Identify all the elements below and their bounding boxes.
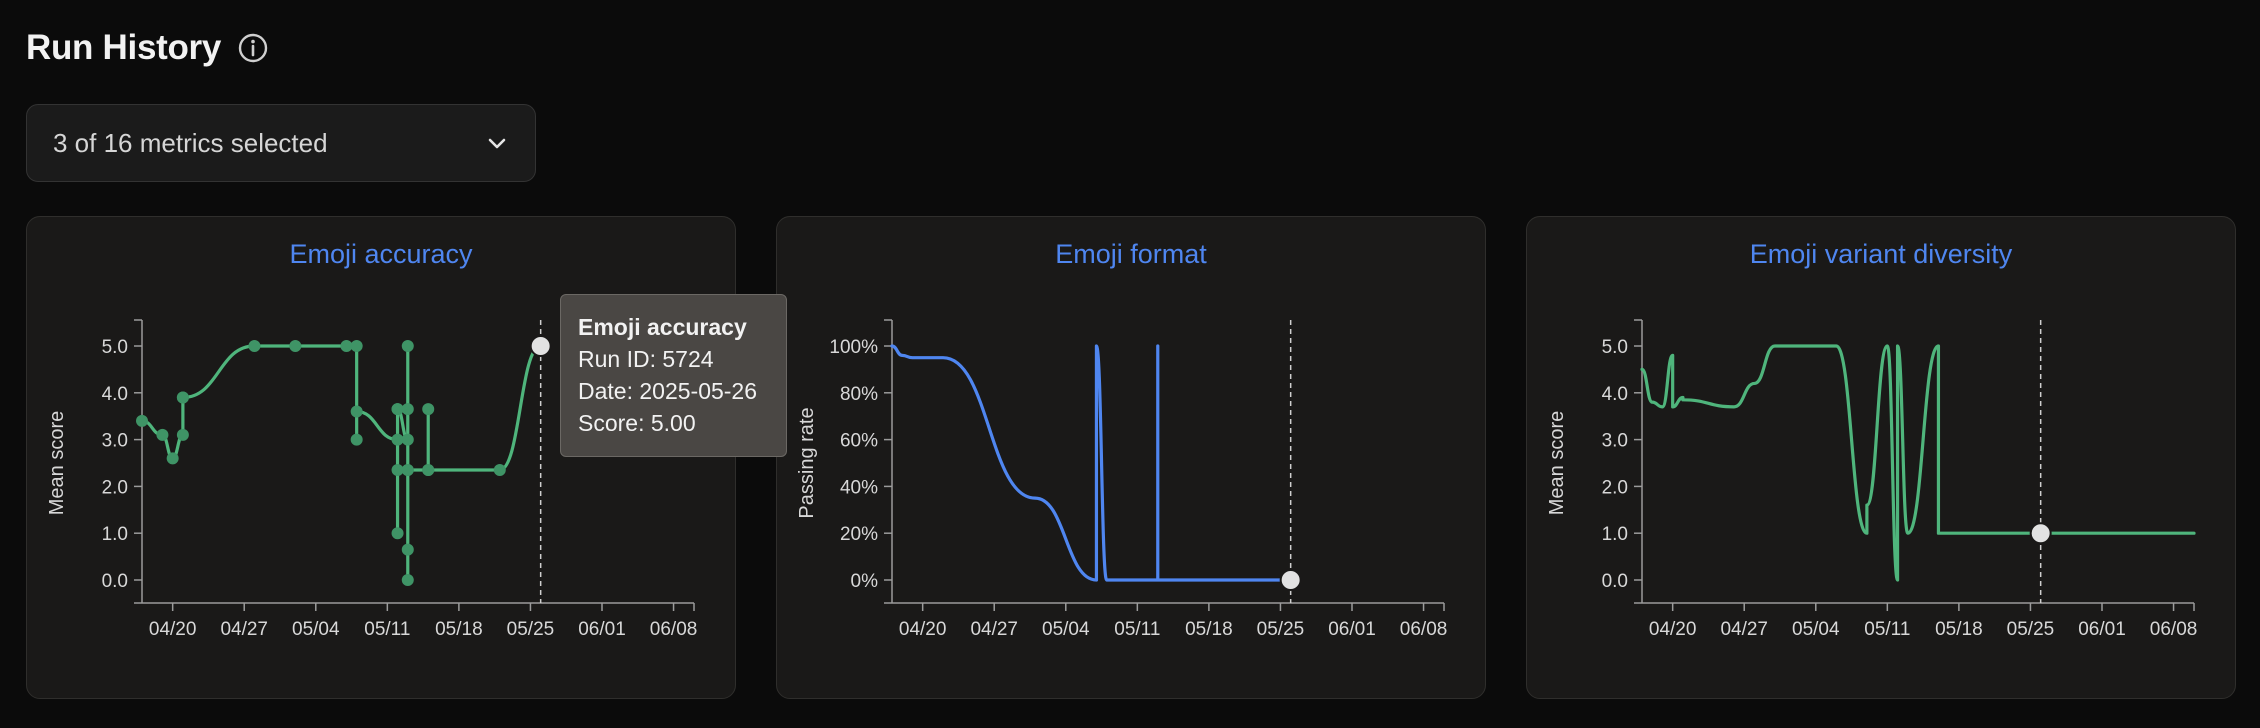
x-tick-label: 04/20: [899, 619, 947, 640]
info-icon[interactable]: [237, 32, 269, 64]
data-point: [350, 340, 363, 352]
data-point: [401, 433, 414, 446]
chart-title: Emoji accuracy: [289, 239, 473, 269]
y-tick-label: 0%: [851, 571, 879, 592]
x-tick-label: 05/18: [1185, 619, 1233, 640]
chart-card-emoji-format: Emoji format 0% 20% 40% 60% 80% 100% Passing r…: [776, 216, 1486, 699]
y-tick-label: 4.0: [1602, 384, 1628, 405]
chart-svg-2[interactable]: 0.0 1.0 2.0 3.0 4.0 5.0 Mean score 04/20 04/27 05…: [1527, 217, 2237, 700]
series-line: [1640, 344, 2196, 582]
series-line: [890, 344, 1293, 582]
x-tick-label: 05/25: [507, 619, 555, 640]
data-point: [248, 340, 261, 352]
data-point: [136, 414, 148, 427]
metric-select-dropdown[interactable]: 3 of 16 metrics selected: [26, 104, 536, 182]
tooltip-title: Emoji accuracy: [578, 314, 747, 340]
x-tick-label: 06/01: [2078, 619, 2126, 640]
x-tick-label: 05/11: [1114, 619, 1160, 640]
x-tick-label: 05/11: [1864, 619, 1910, 640]
x-tick-label: 06/08: [650, 619, 698, 640]
data-point: [401, 464, 414, 477]
y-tick-label: 5.0: [102, 337, 128, 358]
x-tick-label: 05/04: [1042, 619, 1090, 640]
x-tick-label: 05/18: [1935, 619, 1983, 640]
y-tick-label: 4.0: [102, 384, 128, 405]
y-tick-label: 0.0: [1602, 571, 1628, 592]
y-tick-label: 3.0: [1602, 431, 1628, 452]
x-tick-label: 05/04: [292, 619, 340, 640]
hover-point: [1279, 569, 1302, 591]
x-tick-label: 05/25: [2007, 619, 2055, 640]
y-tick-label: 1.0: [102, 524, 128, 545]
data-point: [391, 433, 404, 446]
y-tick-label: 40%: [840, 477, 878, 498]
data-point: [176, 428, 189, 441]
y-axis-label: Passing rate: [796, 407, 818, 518]
data-point: [391, 403, 404, 416]
y-tick-label: 20%: [840, 524, 878, 545]
x-tick-label: 06/01: [578, 619, 626, 640]
data-point: [289, 340, 302, 352]
series-line: [140, 344, 543, 582]
page-header: Run History: [26, 28, 269, 68]
y-tick-label: 5.0: [1602, 337, 1628, 358]
data-point: [493, 464, 506, 477]
chart-title: Emoji variant diversity: [1749, 239, 2013, 269]
data-point: [401, 403, 414, 416]
chart-card-emoji-variant-diversity: Emoji variant diversity 0.0 1.0 2.0 3.0 4.0 5…: [1526, 216, 2236, 699]
y-tick-label: 60%: [840, 431, 878, 452]
y-tick-label: 2.0: [1602, 477, 1628, 498]
data-point: [340, 340, 353, 352]
tooltip-run-id: Run ID: 5724: [578, 346, 714, 372]
y-tick-label: 3.0: [102, 431, 128, 452]
data-point: [350, 433, 363, 446]
x-tick-label: 05/11: [364, 619, 410, 640]
x-tick-label: 05/18: [435, 619, 483, 640]
y-axis-label: Mean score: [46, 411, 68, 516]
data-point: [401, 340, 414, 352]
data-point: [391, 527, 404, 540]
data-point: [401, 543, 414, 556]
x-tick-label: 05/25: [1257, 619, 1305, 640]
data-point: [422, 464, 435, 477]
data-point: [401, 574, 414, 586]
hover-point: [2029, 522, 2052, 545]
chart-tooltip: Emoji accuracy Run ID: 5724 Date: 2025-0…: [560, 294, 787, 457]
y-tick-label: 0.0: [102, 571, 128, 592]
chart-title: Emoji format: [1055, 239, 1207, 269]
x-tick-label: 04/20: [149, 619, 197, 640]
x-tick-label: 04/27: [1720, 619, 1768, 640]
y-tick-label: 1.0: [1602, 524, 1628, 545]
x-tick-label: 04/20: [1649, 619, 1697, 640]
metric-select-label: 3 of 16 metrics selected: [53, 127, 328, 158]
x-tick-label: 06/01: [1328, 619, 1376, 640]
data-point: [391, 464, 404, 477]
hover-point: [529, 335, 552, 357]
data-point: [166, 452, 179, 465]
data-point: [176, 391, 189, 404]
chart-svg-0[interactable]: 0.0 1.0 2.0 3.0 4.0 5.0 Mean score 04/20 04/27 05…: [27, 217, 737, 700]
chart-card-emoji-accuracy: Emoji accuracy 0.0 1.0 2.0 3.0 4.0 5.0 Mean sc…: [26, 216, 736, 699]
chevron-down-icon: [485, 131, 509, 155]
x-tick-label: 04/27: [220, 619, 268, 640]
data-point: [156, 428, 169, 441]
data-point: [350, 405, 363, 418]
x-tick-label: 05/04: [1792, 619, 1840, 640]
tooltip-date: Date: 2025-05-26: [578, 378, 758, 404]
y-tick-label: 2.0: [102, 477, 128, 498]
tooltip-score: Score: 5.00: [578, 410, 696, 436]
chart-svg-1[interactable]: 0% 20% 40% 60% 80% 100% Passing rate 04/20 04/27…: [777, 217, 1487, 700]
y-axis-label: Mean score: [1546, 411, 1568, 516]
y-tick-label: 100%: [829, 337, 878, 358]
x-tick-label: 04/27: [970, 619, 1018, 640]
x-tick-label: 06/08: [2150, 619, 2198, 640]
data-point: [422, 403, 435, 416]
x-tick-label: 06/08: [1400, 619, 1448, 640]
y-tick-label: 80%: [840, 384, 878, 405]
page-title: Run History: [26, 28, 222, 67]
